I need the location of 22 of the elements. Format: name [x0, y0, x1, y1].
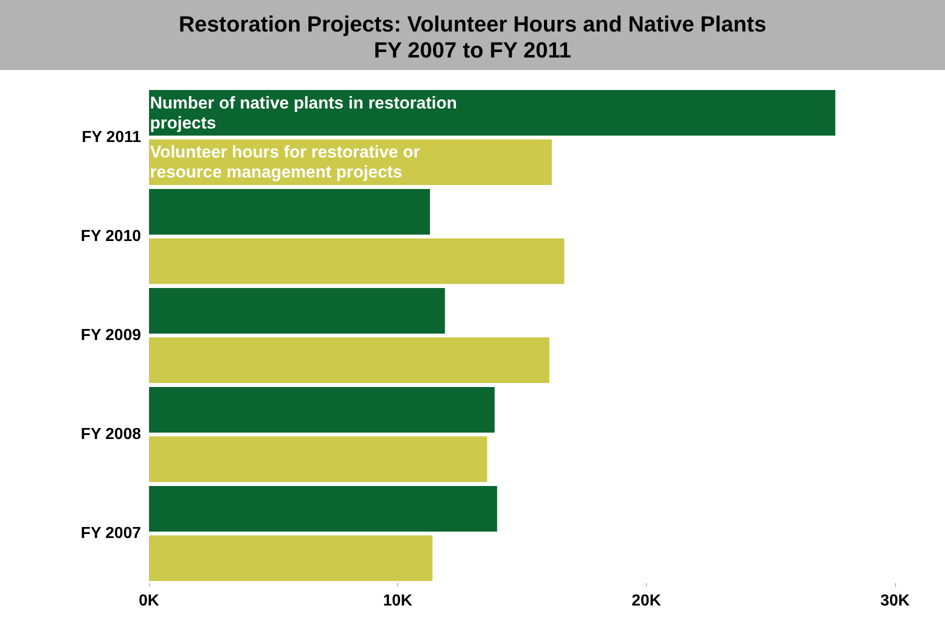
y-tick-label: FY 2008 [80, 426, 142, 443]
series-label: Volunteer hours for restorative or resource management projects [150, 142, 425, 182]
y-tick-label: FY 2009 [80, 327, 142, 344]
bar [149, 238, 564, 284]
bar [149, 386, 495, 433]
bar [149, 337, 550, 384]
y-tick-label: FY 2011 [82, 129, 142, 146]
x-tick-label: 30K [880, 592, 910, 610]
x-tick-label: 10K [382, 592, 413, 610]
chart-subtitle: FY 2007 to FY 2011 [374, 38, 572, 62]
bar [149, 486, 498, 532]
bar [149, 90, 836, 136]
bar [149, 535, 432, 582]
y-tick-label: FY 2010 [80, 228, 142, 245]
x-tick-label: 20K [632, 592, 662, 610]
chart-title: Restoration Projects: Volunteer Hours and Native Plants [178, 12, 766, 36]
bar [149, 188, 430, 235]
series-label: Number of native plants in restoration projects [150, 93, 462, 132]
y-tick-label: FY 2007 [80, 525, 142, 542]
bar [149, 288, 445, 334]
x-tick-label: 0K [138, 592, 160, 610]
bar [149, 436, 488, 482]
